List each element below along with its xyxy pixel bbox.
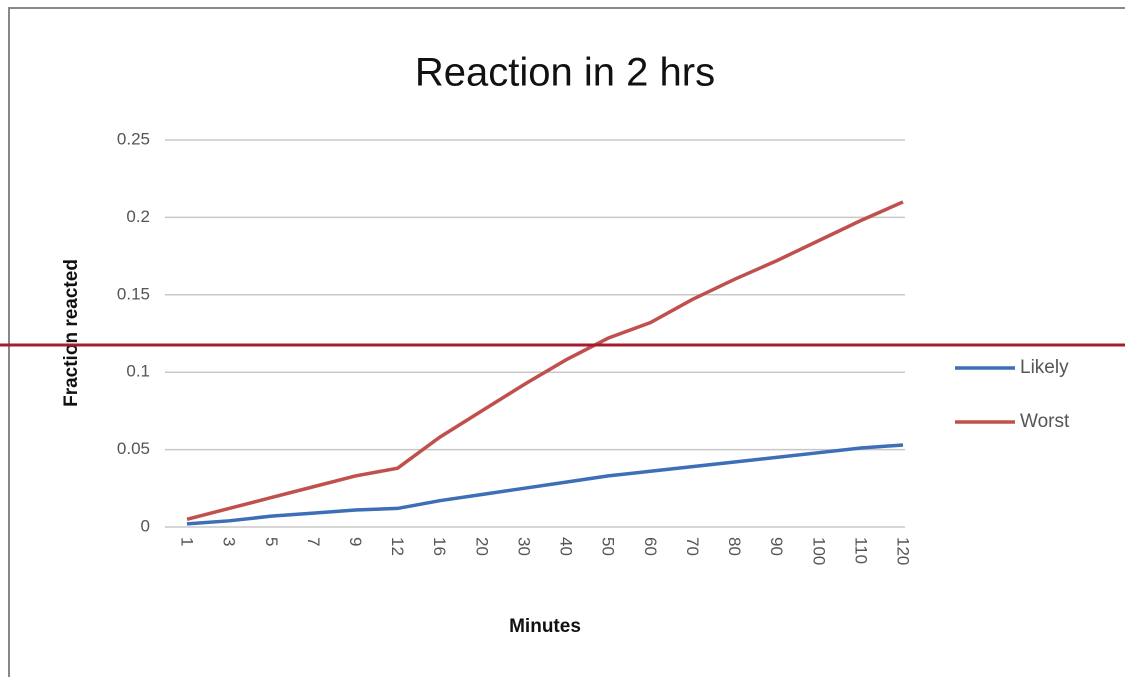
x-tick-label: 30 [514, 537, 533, 556]
x-tick-label: 60 [641, 537, 660, 556]
x-tick-label: 16 [430, 537, 449, 556]
x-tick-label: 100 [809, 537, 828, 565]
x-tick-label: 1 [178, 537, 197, 546]
x-tick-label: 90 [767, 537, 786, 556]
x-tick-label: 80 [725, 537, 744, 556]
legend-label: Worst [1020, 411, 1070, 432]
y-tick-label: 0.25 [117, 129, 150, 148]
x-tick-label: 3 [220, 537, 239, 546]
x-tick-label: 110 [851, 537, 870, 564]
y-tick-label: 0.2 [126, 207, 150, 226]
y-axis-label: Fraction reacted [61, 259, 82, 407]
legend-label: Likely [1020, 357, 1069, 378]
y-tick-label: 0.15 [117, 284, 150, 303]
y-tick-label: 0 [141, 516, 150, 535]
y-tick-label: 0.1 [126, 362, 150, 381]
x-tick-label: 20 [472, 537, 491, 556]
chart-title: Reaction in 2 hrs [415, 51, 715, 95]
x-tick-label: 7 [304, 537, 323, 546]
x-tick-label: 12 [388, 537, 407, 556]
y-tick-label: 0.05 [117, 439, 150, 458]
plot-area: 0 0.05 0.1 0.15 0.2 0.25 1 3 5 7 9 12 16 20 30 40 50 60 70… [117, 129, 1070, 565]
x-tick-label: 40 [557, 537, 576, 556]
x-tick-label: 5 [262, 537, 281, 546]
x-tick-label: 70 [683, 537, 702, 556]
x-tick-label: 50 [599, 537, 618, 556]
x-tick-label: 120 [894, 537, 913, 565]
x-tick-label: 9 [346, 537, 365, 546]
frame [8, 7, 1125, 677]
line-series [186, 443, 904, 526]
x-axis-label: Minutes [509, 616, 581, 637]
line-series [186, 200, 904, 521]
